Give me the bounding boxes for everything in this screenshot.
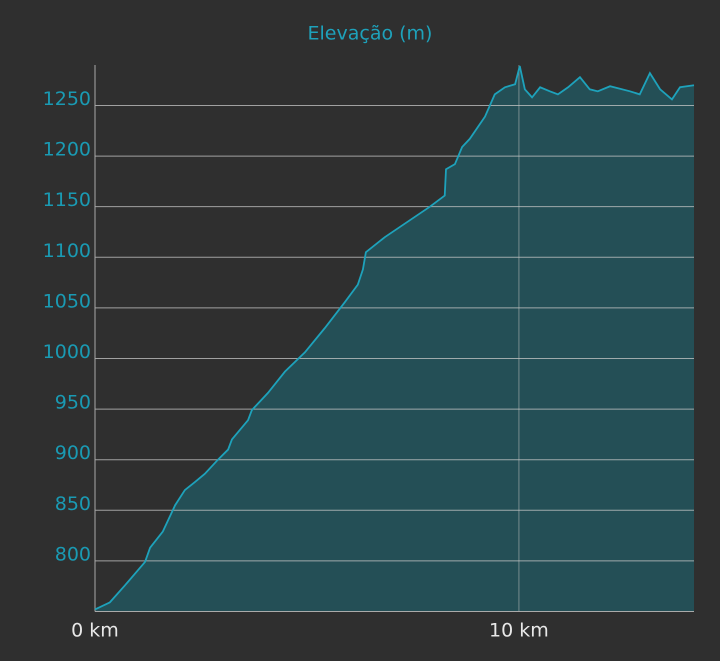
y-tick-label: 950 (55, 392, 91, 414)
y-tick-label: 1150 (43, 189, 91, 211)
y-tick-label: 1100 (43, 240, 91, 262)
x-tick-label: 0 km (71, 620, 119, 642)
y-tick-label: 850 (55, 493, 91, 515)
y-tick-label: 800 (55, 543, 91, 565)
x-tick-label: 10 km (489, 620, 549, 642)
chart-title: Elevação (m) (308, 23, 433, 45)
y-tick-label: 900 (55, 442, 91, 464)
area-fill (95, 66, 694, 612)
area-line (94, 65, 695, 611)
y-tick-label: 1200 (43, 139, 91, 161)
y-tick-label: 1050 (43, 290, 91, 312)
y-tick-label: 1000 (43, 341, 91, 363)
y-tick-label: 1250 (43, 88, 91, 110)
